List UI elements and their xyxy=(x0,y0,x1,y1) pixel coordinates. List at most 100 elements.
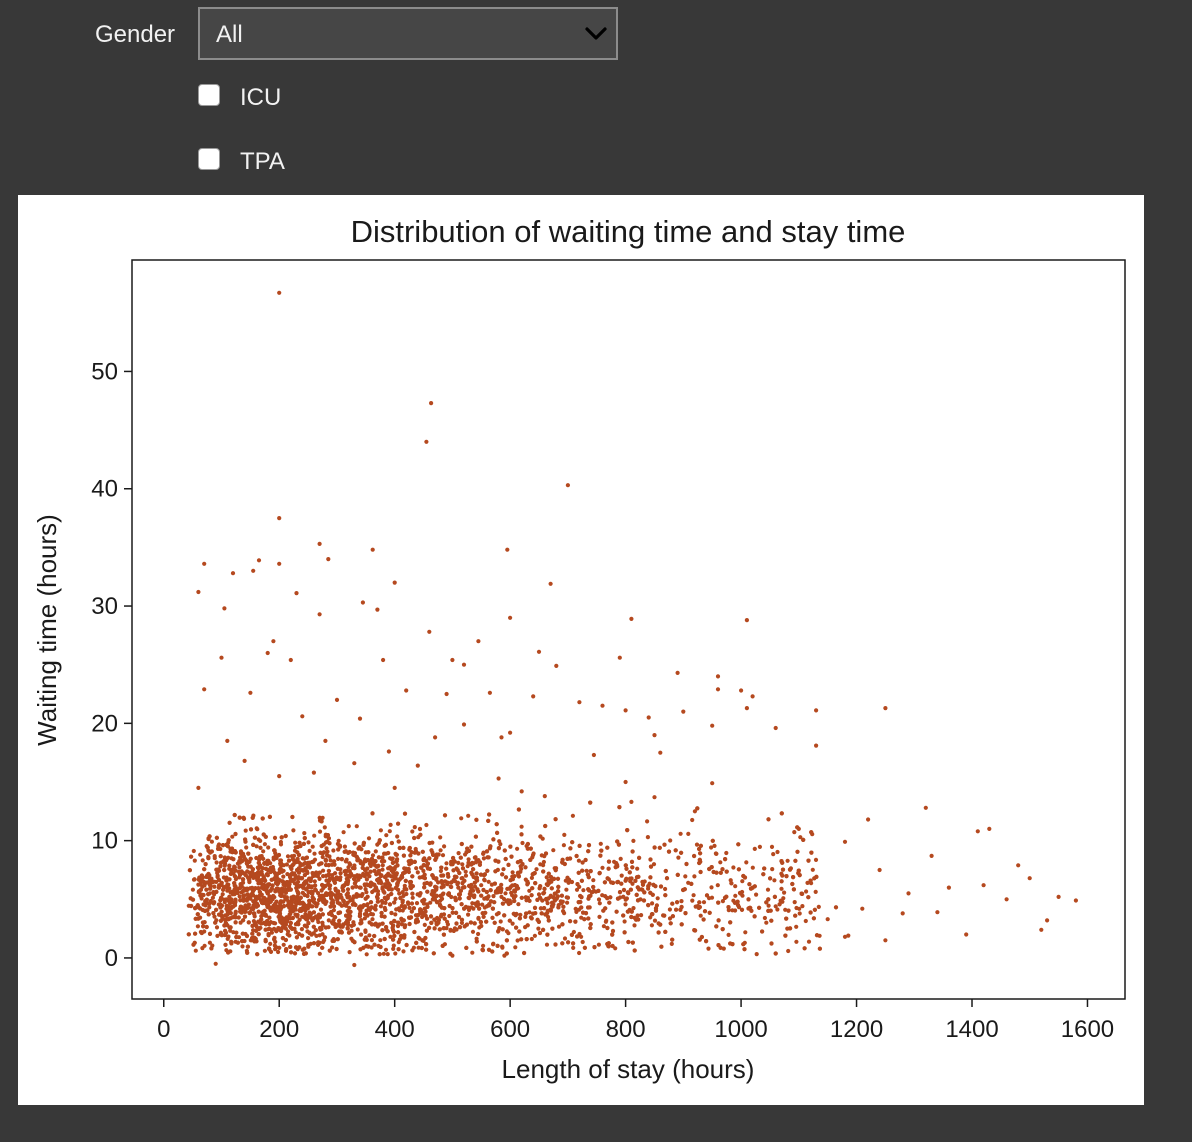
data-point xyxy=(667,916,673,921)
data-point xyxy=(463,869,468,874)
data-point xyxy=(512,874,517,879)
data-point xyxy=(519,832,524,837)
data-point xyxy=(781,896,786,901)
data-point xyxy=(198,882,203,887)
data-point xyxy=(346,922,351,928)
data-point xyxy=(384,878,390,883)
data-point xyxy=(353,902,358,908)
data-point xyxy=(441,932,446,937)
data-point xyxy=(813,857,819,863)
data-point xyxy=(490,915,495,920)
data-point xyxy=(359,932,364,937)
data-point xyxy=(290,814,295,820)
data-point xyxy=(306,921,311,926)
data-point xyxy=(265,650,270,656)
data-point xyxy=(317,829,323,834)
data-point xyxy=(265,897,270,902)
data-point xyxy=(529,893,534,898)
data-point xyxy=(515,846,520,851)
icu-checkbox[interactable] xyxy=(198,84,220,106)
data-point xyxy=(323,925,328,930)
data-point xyxy=(320,912,325,917)
data-point xyxy=(621,894,626,899)
data-point xyxy=(493,889,499,894)
data-point xyxy=(218,864,223,869)
data-point xyxy=(780,867,786,872)
data-point xyxy=(228,925,233,930)
data-point xyxy=(714,851,719,856)
data-point xyxy=(465,846,470,851)
data-point xyxy=(278,842,284,847)
data-point xyxy=(877,867,882,873)
data-point xyxy=(361,842,366,848)
data-point xyxy=(709,845,714,850)
data-point xyxy=(548,874,554,880)
data-point xyxy=(432,897,438,902)
data-point xyxy=(240,931,245,936)
data-point xyxy=(775,907,780,912)
data-point xyxy=(728,920,733,925)
data-point xyxy=(476,931,481,937)
data-point xyxy=(298,843,303,849)
data-point xyxy=(345,868,350,874)
data-point xyxy=(318,907,324,912)
data-point xyxy=(233,920,238,925)
data-point xyxy=(648,875,653,880)
data-point xyxy=(457,870,462,876)
data-point xyxy=(302,892,307,898)
data-point xyxy=(422,922,427,928)
data-point xyxy=(634,892,639,898)
data-point xyxy=(242,914,248,919)
data-point xyxy=(686,831,691,837)
data-point xyxy=(548,581,553,586)
data-point xyxy=(357,905,362,910)
data-point xyxy=(454,921,459,926)
data-point xyxy=(298,895,303,900)
data-point xyxy=(232,881,237,886)
data-point xyxy=(440,853,446,858)
data-point xyxy=(223,928,228,934)
data-point xyxy=(278,862,283,867)
data-point xyxy=(256,895,261,901)
data-point xyxy=(200,858,205,863)
data-point xyxy=(301,841,306,847)
data-point xyxy=(414,918,419,923)
data-point xyxy=(401,918,406,923)
data-point xyxy=(422,881,427,886)
data-point xyxy=(516,874,521,879)
data-point xyxy=(260,816,265,821)
data-point xyxy=(716,918,721,923)
data-point xyxy=(516,807,521,812)
data-point xyxy=(277,561,282,566)
data-point xyxy=(206,856,211,861)
data-point xyxy=(537,930,543,936)
tpa-checkbox[interactable] xyxy=(198,148,220,170)
data-point xyxy=(565,483,571,488)
data-point xyxy=(667,907,673,912)
data-point xyxy=(293,945,299,950)
data-point xyxy=(270,883,275,888)
data-point xyxy=(428,882,433,887)
data-point xyxy=(597,901,602,906)
data-point xyxy=(718,945,723,950)
data-point xyxy=(425,916,430,921)
data-point xyxy=(566,940,571,945)
data-point xyxy=(271,857,276,862)
data-point xyxy=(987,826,992,832)
data-point xyxy=(599,848,604,853)
data-point xyxy=(596,888,601,894)
data-point xyxy=(598,841,603,846)
data-point xyxy=(392,900,397,905)
data-point xyxy=(327,854,332,859)
data-point xyxy=(217,912,222,917)
data-point xyxy=(485,855,490,860)
gender-dropdown[interactable]: All xyxy=(198,7,618,60)
data-point xyxy=(617,655,622,660)
data-point xyxy=(418,891,423,896)
data-point xyxy=(226,838,231,843)
data-point xyxy=(440,943,445,949)
data-point xyxy=(322,935,328,940)
data-point xyxy=(230,571,236,576)
data-point xyxy=(294,935,299,940)
data-point xyxy=(314,914,319,919)
